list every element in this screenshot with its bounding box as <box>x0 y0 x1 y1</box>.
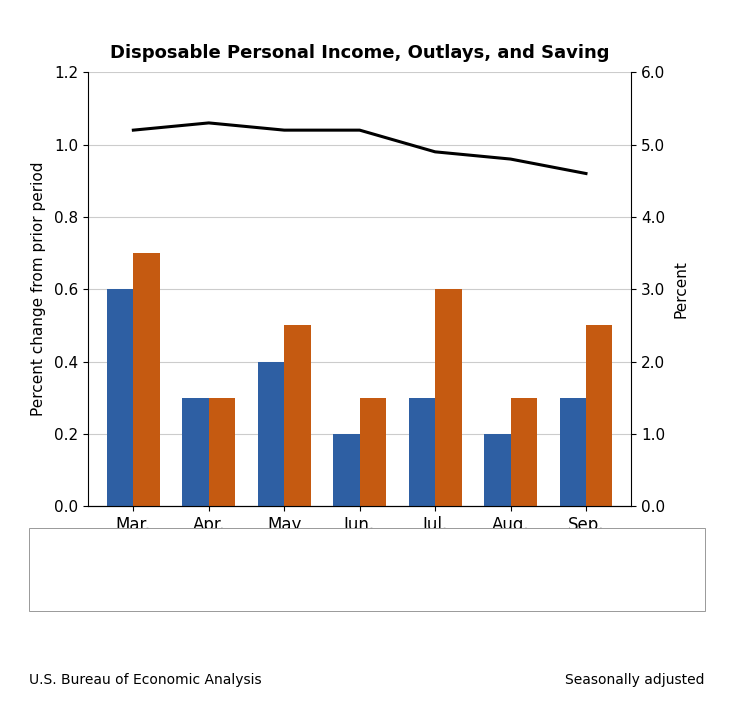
Bar <box>511 398 537 506</box>
Text: Personal saving as % of DPI: Personal saving as % of DPI <box>367 565 585 579</box>
Bar <box>107 289 134 506</box>
Text: DPI, % change from prior period: DPI, % change from prior period <box>103 544 356 558</box>
Bar <box>360 398 386 506</box>
Y-axis label: Percent change from prior period: Percent change from prior period <box>31 162 46 416</box>
Bar <box>208 398 235 506</box>
Text: U.S. Bureau of Economic Analysis: U.S. Bureau of Economic Analysis <box>29 672 262 687</box>
Bar <box>182 398 208 506</box>
Title: Disposable Personal Income, Outlays, and Saving: Disposable Personal Income, Outlays, and… <box>110 44 609 62</box>
Bar <box>134 253 160 506</box>
Bar <box>484 434 511 506</box>
Bar <box>333 434 360 506</box>
Y-axis label: Percent: Percent <box>674 260 688 318</box>
Bar <box>284 325 310 506</box>
Bar <box>435 289 462 506</box>
Bar <box>586 325 612 506</box>
Bar <box>559 398 586 506</box>
Text: Seasonally adjusted: Seasonally adjusted <box>565 672 705 687</box>
Text: Outlays, % change from prior period: Outlays, % change from prior period <box>103 586 388 599</box>
X-axis label: 2024: 2024 <box>338 539 381 557</box>
Bar <box>258 362 284 506</box>
Bar <box>409 398 435 506</box>
